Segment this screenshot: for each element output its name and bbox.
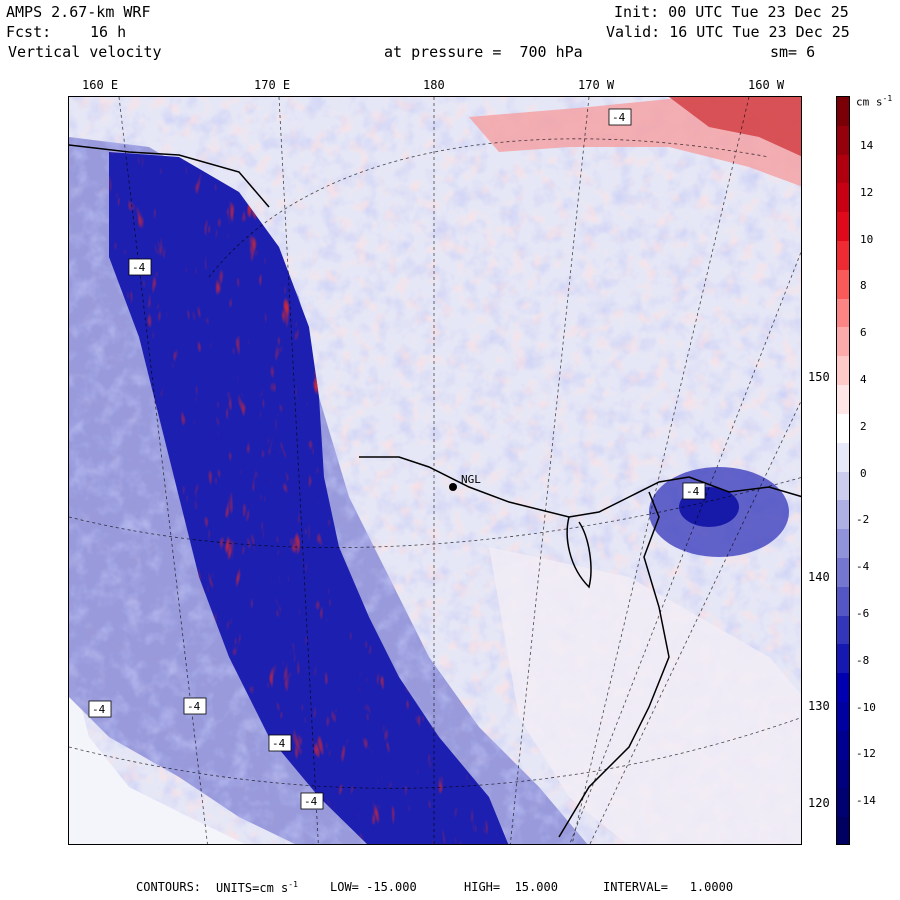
contour-label: -4 xyxy=(272,737,286,750)
lon-label-170w: 170 W xyxy=(578,78,615,92)
colorbar-segment xyxy=(837,644,849,674)
lon-label-170e: 170 E xyxy=(254,78,291,92)
lon-label-160w: 160 W xyxy=(748,78,785,92)
footer-low: LOW= -15.000 xyxy=(330,880,417,894)
colorbar-tick-label: 6 xyxy=(860,326,867,340)
colorbar-tick-label: 4 xyxy=(860,373,867,386)
vertical-velocity-map: NGL -4 -4 -4 -4 -4 -4 -4 xyxy=(68,96,802,845)
colorbar-segment xyxy=(837,442,849,472)
lon-label-160e: 160 E xyxy=(82,78,119,92)
colorbar-segment xyxy=(837,413,849,444)
colorbar-segment xyxy=(837,154,849,184)
colorbar-segment xyxy=(837,730,849,761)
colorbar-segment xyxy=(837,327,849,357)
colorbar-tick-label: 0 xyxy=(860,466,867,480)
colorbar-segment xyxy=(837,212,849,242)
init-time: Init: 00 UTC Tue 23 Dec 25 xyxy=(614,3,849,21)
colorbar-tick-label: -12 xyxy=(856,747,876,761)
colorbar-segment xyxy=(837,356,849,386)
colorbar-tick-label: 14 xyxy=(860,139,874,152)
footer-contours-label: CONTOURS: xyxy=(136,880,202,894)
colorbar-segment xyxy=(837,97,849,127)
station-marker xyxy=(449,483,457,491)
colorbar-segment xyxy=(837,385,849,415)
footer-high: HIGH= 15.000 xyxy=(464,880,558,894)
station-label: NGL xyxy=(461,473,481,486)
colorbar-segment xyxy=(837,557,849,588)
colorbar-segment xyxy=(837,125,849,156)
colorbar-units: cm s-1 xyxy=(856,94,893,109)
colorbar-segment xyxy=(837,529,849,559)
colorbar-segment xyxy=(837,241,849,271)
colorbar-segment xyxy=(837,500,849,530)
colorbar-segment xyxy=(837,788,849,818)
colorbar-tick-label: -6 xyxy=(856,607,870,620)
contour-label: -4 xyxy=(612,111,626,124)
map-field-svg: NGL -4 -4 -4 -4 -4 -4 -4 xyxy=(69,97,801,844)
footer-interval: INTERVAL= 1.0000 xyxy=(603,880,734,894)
forecast-label: Fcst: xyxy=(6,23,52,41)
contour-label: -4 xyxy=(686,485,700,498)
field-name: Vertical velocity xyxy=(8,43,162,61)
contour-label: -4 xyxy=(92,703,106,716)
colorbar-segment xyxy=(837,673,849,703)
colorbar-tick-label: 2 xyxy=(860,419,867,433)
lon-label-180: 180 xyxy=(423,78,445,92)
forecast-hour: 16 h xyxy=(90,23,127,41)
colorbar-tick-label: -10 xyxy=(856,700,876,714)
colorbar-segment xyxy=(837,759,849,789)
model-title: AMPS 2.67-km WRF xyxy=(6,3,151,21)
colorbar-segment xyxy=(837,183,849,213)
colorbar-segment xyxy=(837,269,849,300)
colorbar-segment xyxy=(837,817,849,844)
contour-label: -4 xyxy=(304,795,318,808)
colorbar-segment xyxy=(837,586,849,617)
colorbar-tick-label: 12 xyxy=(860,185,874,199)
colorbar-segment xyxy=(837,298,849,328)
footer-units: UNITS=cm s-1 xyxy=(216,880,298,895)
colorbar-tick-label: 8 xyxy=(860,279,867,293)
colorbar-tick-label: -14 xyxy=(856,794,876,808)
colorbar xyxy=(836,96,850,845)
valid-time: Valid: 16 UTC Tue 23 Dec 25 xyxy=(606,23,850,41)
contour-label: -4 xyxy=(132,261,146,274)
colorbar-segment xyxy=(837,615,849,645)
colorbar-tick-label: -4 xyxy=(856,560,870,574)
smoothing-value: sm= 6 xyxy=(770,43,816,61)
contour-label: -4 xyxy=(187,700,201,713)
colorbar-tick-label: -8 xyxy=(856,653,870,667)
colorbar-tick-label: 10 xyxy=(860,232,874,246)
pressure-level: at pressure = 700 hPa xyxy=(384,43,583,61)
colorbar-segment xyxy=(837,471,849,501)
colorbar-segment xyxy=(837,701,849,732)
colorbar-tick-label: -2 xyxy=(856,513,870,527)
